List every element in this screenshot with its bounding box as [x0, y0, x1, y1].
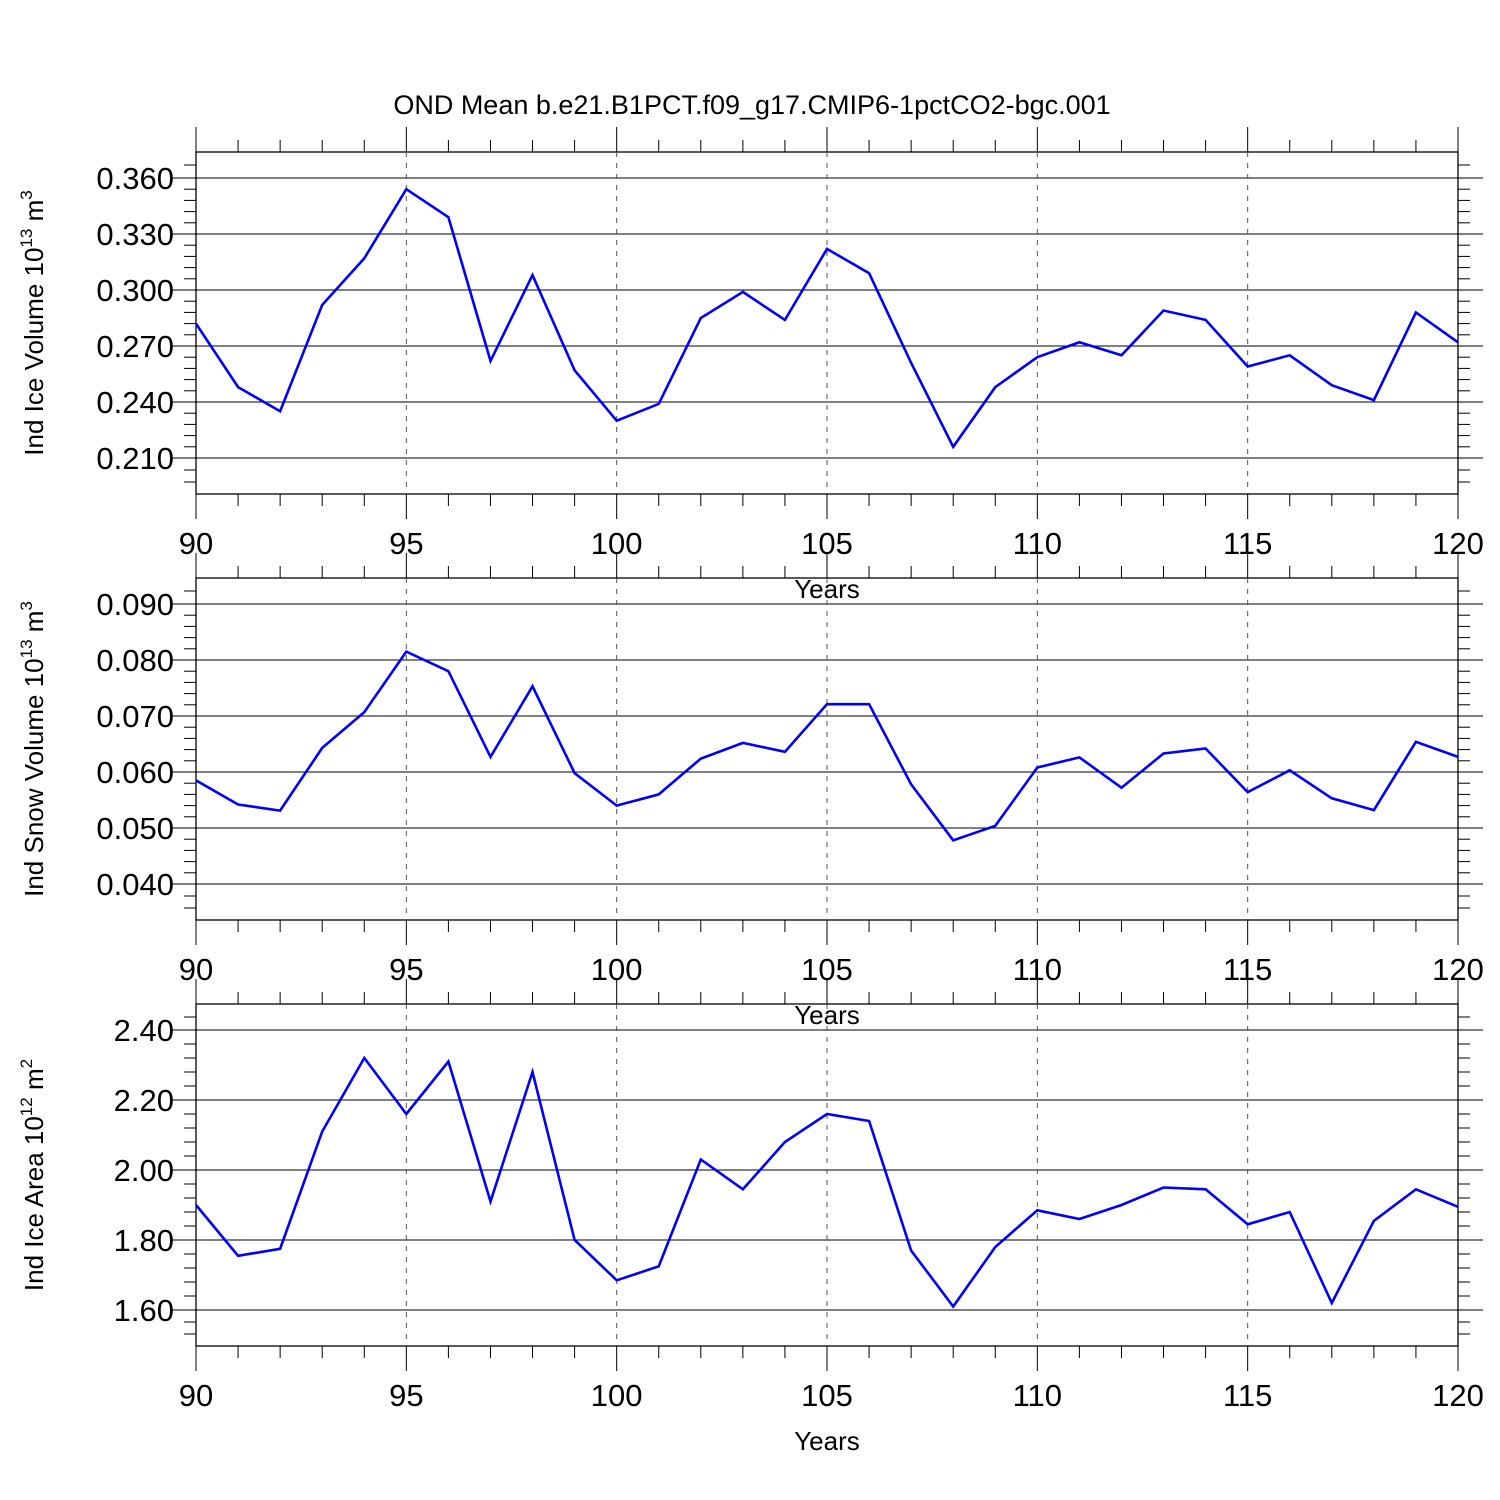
series-line — [195, 649, 1459, 842]
x-axis-title: Years — [794, 1426, 860, 1456]
panel-ice-area: 1.60 1.80 2.00 2.20 2.40 90 95 100 105 110 115 120 Y… — [17, 979, 1484, 1456]
x-tick-label: 110 — [1013, 1378, 1062, 1413]
y-tick-label: 0.090 — [96, 587, 174, 622]
y-tick-label: 0.240 — [96, 385, 174, 420]
y-tick-label: 0.330 — [96, 217, 174, 252]
x-tick-label: 105 — [801, 1378, 853, 1413]
panels: 0.210 0.240 0.270 0.300 0.330 0.360 90 95 100 105… — [17, 127, 1484, 1456]
figure-title: OND Mean b.e21.B1PCT.f09_g17.CMIP6-1pctC… — [393, 90, 1110, 120]
y-tick-label: 2.00 — [114, 1153, 174, 1188]
y-axis-title: Ind Ice Area 1012 m2 — [17, 1059, 49, 1291]
y-tick-label: 0.360 — [96, 161, 174, 196]
y-tick-label: 0.210 — [96, 441, 174, 476]
y-axis-title: Ind Snow Volume 1013 m3 — [17, 601, 49, 897]
y-tick-label: 1.60 — [114, 1293, 174, 1328]
x-tick-label: 115 — [1223, 1378, 1272, 1413]
y-tick-label: 0.300 — [96, 273, 174, 308]
y-tick-label: 0.050 — [96, 811, 174, 846]
y-tick-label: 2.40 — [114, 1013, 174, 1048]
x-tick-label: 90 — [179, 1378, 213, 1413]
y-tick-label: 0.270 — [96, 329, 174, 364]
y-tick-label: 1.80 — [114, 1223, 174, 1258]
y-tick-label: 0.070 — [96, 699, 174, 734]
y-tick-label: 2.20 — [114, 1083, 174, 1118]
x-tick-label: 100 — [591, 1378, 643, 1413]
y-tick-label: 0.060 — [96, 755, 174, 790]
x-tick-label: 95 — [389, 1378, 423, 1413]
y-tick-label: 0.080 — [96, 643, 174, 678]
series-line — [194, 187, 1459, 450]
y-tick-label: 0.040 — [96, 867, 174, 902]
x-tick-label: 120 — [1432, 1378, 1484, 1413]
y-axis-title: Ind Ice Volume 1013 m3 — [17, 190, 49, 455]
series-line — [194, 1055, 1459, 1309]
